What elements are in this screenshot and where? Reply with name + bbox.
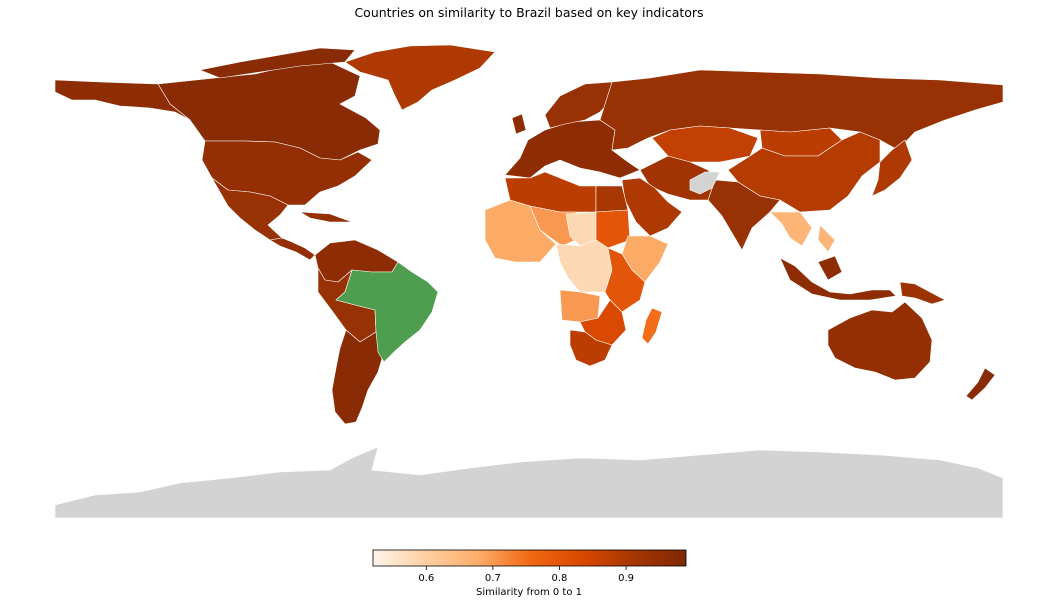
region-southeast-asia [769,211,836,253]
region-india [707,179,781,251]
region-saudi-arabia [621,177,683,237]
region-sudan [595,209,631,249]
colorbar-gradient [372,549,687,567]
colorbar-label: Similarity from 0 to 1 [476,587,582,598]
colorbar-tick-label: 0.6 [418,573,434,584]
region-brazil [335,261,439,363]
region-madagascar [641,307,663,345]
region-south-africa [569,329,613,367]
region-europe [504,113,641,179]
region-arctic-islands [199,47,356,79]
region-mexico [211,177,289,241]
region-new-zealand [965,367,996,401]
region-afghanistan [689,171,721,195]
region-east-africa [604,247,646,313]
region-papua-new-guinea [899,281,946,305]
region-alaska [54,79,191,121]
region-antarctica [54,446,1004,519]
region-west-africa [484,199,557,263]
colorbar-tick-label: 0.9 [618,573,634,584]
chart-title: Countries on similarity to Brazil based … [354,5,704,20]
region-japan [871,139,913,197]
colorbar-tick-label: 0.7 [485,573,501,584]
region-indonesia [779,255,897,301]
region-australia [827,301,933,381]
region-greenland [344,44,496,111]
colorbar-tick-label: 0.8 [552,573,568,584]
